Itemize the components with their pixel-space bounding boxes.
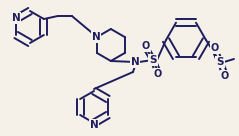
Text: S: S — [149, 55, 157, 65]
Text: O: O — [142, 41, 150, 51]
Text: S: S — [216, 57, 224, 67]
Text: N: N — [12, 13, 21, 23]
Text: N: N — [90, 120, 98, 130]
Text: N: N — [92, 32, 100, 42]
Text: O: O — [221, 71, 229, 81]
Text: O: O — [211, 43, 219, 53]
Text: O: O — [154, 69, 162, 79]
Text: N: N — [131, 57, 139, 67]
